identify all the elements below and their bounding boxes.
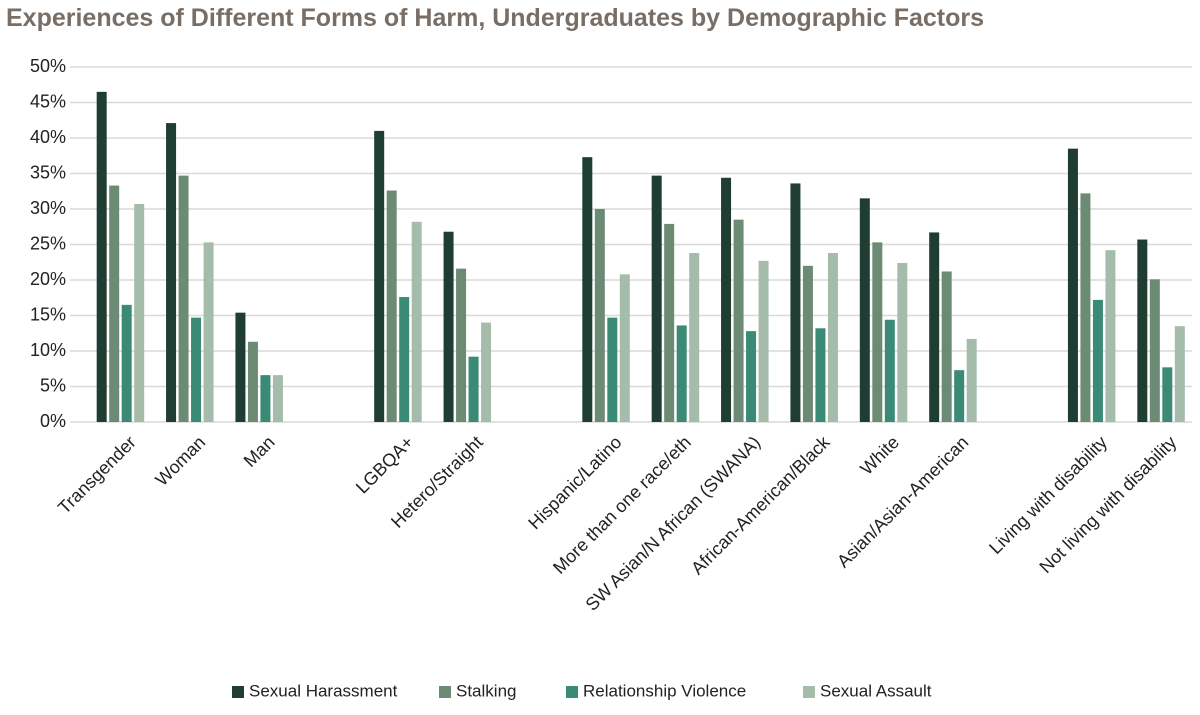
bar (1174, 326, 1185, 422)
bar (443, 231, 454, 422)
y-tick-label: 40% (30, 127, 66, 147)
x-tick-label: More than one race/eth (549, 432, 695, 578)
bar (1080, 193, 1091, 422)
bar (619, 274, 630, 422)
bar (247, 341, 258, 422)
bar (411, 221, 422, 422)
legend-label: Stalking (456, 681, 516, 700)
y-tick-label: 35% (30, 162, 66, 182)
bar (664, 223, 675, 422)
bar (954, 370, 965, 422)
bar (260, 375, 271, 422)
x-tick-label: Transgender (54, 432, 140, 518)
y-tick-label: 30% (30, 198, 66, 218)
legend-label: Sexual Harassment (249, 681, 398, 700)
bar (802, 265, 813, 422)
x-tick-label: LGBQA+ (352, 432, 417, 497)
bar (203, 242, 214, 422)
bar (235, 312, 246, 422)
legend-swatch (439, 686, 451, 698)
bar (582, 157, 593, 423)
bar (178, 175, 189, 422)
y-tick-label: 5% (40, 375, 66, 395)
bar (191, 317, 202, 422)
chart-title: Experiences of Different Forms of Harm, … (6, 4, 984, 32)
y-tick-label: 15% (30, 304, 66, 324)
y-tick-label: 20% (30, 269, 66, 289)
bar (1092, 299, 1103, 422)
bar (859, 198, 870, 422)
x-tick-label: African-American/Black (687, 431, 834, 578)
bar (594, 209, 605, 422)
bar (689, 253, 700, 422)
bar (456, 268, 467, 422)
bar (872, 242, 883, 422)
bar (121, 304, 132, 422)
bar (374, 130, 385, 422)
legend-label: Relationship Violence (583, 681, 746, 700)
bar (897, 262, 908, 422)
bar (746, 331, 757, 422)
bar (1105, 250, 1116, 422)
bar (399, 297, 410, 422)
bar (941, 271, 952, 422)
x-tick-label: Living with disability (985, 432, 1111, 558)
y-tick-label: 0% (40, 411, 66, 431)
bar (733, 219, 744, 422)
bar (676, 325, 687, 422)
legend-swatch (232, 686, 244, 698)
bar (607, 317, 618, 422)
bar (272, 375, 283, 422)
bar (721, 177, 732, 422)
bar (386, 190, 397, 422)
y-tick-label: 25% (30, 233, 66, 253)
bar (166, 123, 177, 422)
bar (758, 260, 769, 422)
x-tick-label: Not living with disability (1035, 432, 1180, 577)
bar (1162, 367, 1173, 422)
bar (966, 338, 977, 422)
bar (468, 356, 479, 422)
bar (815, 328, 826, 422)
x-tick-label: Woman (151, 432, 209, 490)
bar (96, 91, 107, 422)
bar (134, 204, 145, 422)
legend-swatch (803, 686, 815, 698)
y-tick-label: 10% (30, 340, 66, 360)
y-tick-label: 45% (30, 91, 66, 111)
bar (1067, 148, 1078, 422)
x-tick-label: Asian/Asian-American (833, 432, 972, 571)
bar (827, 253, 838, 422)
bar (790, 183, 801, 422)
y-tick-label: 50% (30, 56, 66, 76)
bar (884, 319, 895, 422)
bar (1149, 279, 1160, 422)
x-tick-label: Man (240, 432, 279, 471)
legend-swatch (566, 686, 578, 698)
legend-label: Sexual Assault (820, 681, 932, 700)
bar (1137, 239, 1148, 422)
bar (651, 175, 662, 422)
bar (929, 232, 940, 422)
bar (109, 185, 120, 422)
x-tick-label: White (856, 432, 903, 479)
bar (481, 322, 492, 422)
